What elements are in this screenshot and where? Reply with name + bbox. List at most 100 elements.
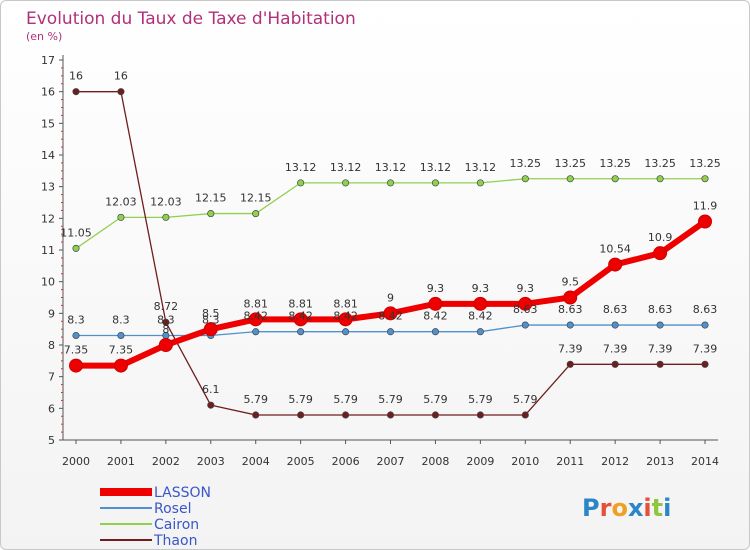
data-label-rosel: 8.42 [423, 310, 448, 323]
data-label-rosel: 8.63 [693, 303, 718, 316]
y-tick-label: 8 [48, 339, 55, 352]
point-rosel [386, 328, 395, 336]
y-tick-label: 14 [41, 149, 55, 162]
point-lasson [69, 358, 83, 373]
proxiti-logo: Proxiti [582, 494, 671, 522]
data-label-thaon: 5.79 [378, 393, 403, 406]
data-label-rosel: 8.63 [513, 303, 538, 316]
data-labels: 7.35 7.35 8 8.5 8.81 8.81 8.81 9 9.3 9.3 9.3 9.5 10.… [60, 70, 721, 406]
data-label-cairon: 12.03 [105, 195, 137, 208]
y-tick-label: 17 [41, 54, 55, 67]
data-label-lasson: 9.3 [517, 282, 535, 295]
data-label-rosel: 8.42 [243, 310, 268, 323]
data-label-cairon: 13.12 [420, 161, 452, 174]
data-label-thaon: 16 [69, 70, 83, 83]
point-lasson [698, 214, 713, 229]
data-label-rosel: 8.63 [558, 303, 583, 316]
chart-title: Evolution du Taux de Taxe d'Habitation [26, 9, 356, 29]
point-lasson [203, 322, 218, 337]
data-label-lasson: 9 [387, 291, 394, 304]
point-thaon [117, 88, 125, 96]
point-cairon [701, 175, 709, 183]
point-lasson [428, 296, 443, 311]
axes: 5 6 7 8 9 10 11 12 13 14 15 16 17 2000 2001 2002 2003 200… [41, 54, 719, 468]
x-tick-label: 2006 [332, 455, 360, 468]
data-label-rosel: 8.42 [333, 310, 358, 323]
data-label-rosel: 8.63 [603, 303, 628, 316]
data-label-thaon: 16 [114, 70, 128, 83]
point-rosel [701, 321, 709, 329]
data-label-thaon: 5.79 [333, 393, 358, 406]
data-label-lasson: 11.9 [693, 200, 718, 213]
logo-letter: x [628, 494, 644, 522]
data-label-rosel: 8.42 [288, 310, 313, 323]
point-rosel [297, 328, 305, 336]
logo-letter: i [643, 494, 651, 522]
point-rosel [611, 321, 619, 329]
y-tick-label: 12 [41, 212, 55, 225]
point-rosel [342, 328, 350, 336]
point-lasson [563, 290, 578, 305]
data-label-thaon: 5.79 [288, 393, 313, 406]
y-tick-label: 6 [48, 402, 55, 415]
legend-label-rosel: Rosel [154, 501, 191, 517]
point-cairon [117, 213, 125, 221]
data-label-thaon: 5.79 [468, 393, 493, 406]
logo-text: Proxiti [582, 494, 671, 522]
y-tick-label: 13 [41, 181, 55, 194]
data-label-cairon: 13.12 [330, 161, 362, 174]
data-label-thaon: 8.72 [154, 300, 179, 313]
x-tick-label: 2005 [287, 455, 315, 468]
x-tick-label: 2012 [601, 455, 629, 468]
data-label-cairon: 11.05 [60, 226, 92, 239]
legend-label-lasson: LASSON [154, 485, 211, 501]
data-label-cairon: 12.03 [150, 195, 182, 208]
point-lasson [383, 306, 398, 321]
data-label-lasson: 7.35 [109, 344, 134, 357]
data-label-thaon: 7.39 [693, 342, 718, 355]
point-cairon [162, 213, 170, 221]
data-label-rosel: 8.63 [648, 303, 673, 316]
data-label-rosel: 8.3 [157, 314, 175, 327]
data-label-cairon: 12.15 [240, 192, 272, 205]
data-label-lasson: 9.3 [427, 282, 445, 295]
point-thaon [431, 411, 439, 419]
point-lasson [293, 312, 308, 327]
point-rosel [117, 331, 125, 340]
x-tick-label: 2007 [377, 455, 405, 468]
x-tick-label: 2008 [421, 455, 449, 468]
logo-letter: i [663, 494, 671, 522]
logo-letter: o [611, 494, 628, 522]
x-tick-label: 2002 [152, 455, 180, 468]
data-label-cairon: 13.12 [375, 161, 407, 174]
point-thaon [162, 318, 170, 326]
data-label-lasson: 7.35 [64, 344, 89, 357]
point-rosel [252, 328, 260, 336]
data-label-thaon: 7.39 [648, 342, 673, 355]
point-cairon [431, 179, 439, 187]
point-rosel [521, 321, 529, 329]
point-lasson [473, 296, 488, 311]
point-lasson [608, 257, 623, 272]
point-cairon [72, 244, 80, 252]
data-label-thaon: 5.79 [423, 393, 448, 406]
y-tick-label: 11 [41, 244, 55, 257]
point-rosel [431, 328, 439, 336]
x-tick-label: 2011 [556, 455, 584, 468]
point-cairon [611, 175, 619, 183]
point-cairon [342, 179, 350, 187]
data-label-cairon: 13.25 [510, 157, 542, 170]
point-thaon [701, 360, 709, 368]
point-lasson [248, 312, 263, 327]
point-rosel [566, 321, 574, 329]
data-label-lasson: 8.81 [288, 297, 313, 310]
logo-letter: t [652, 494, 663, 522]
point-lasson [338, 312, 353, 327]
logo-letter: P [582, 494, 600, 522]
legend-label-thaon: Thaon [153, 533, 197, 549]
point-lasson [518, 296, 533, 311]
data-label-cairon: 13.12 [465, 161, 497, 174]
data-label-thaon: 6.1 [202, 383, 220, 396]
data-label-rosel: 8.42 [468, 310, 493, 323]
data-label-cairon: 13.25 [599, 157, 631, 170]
